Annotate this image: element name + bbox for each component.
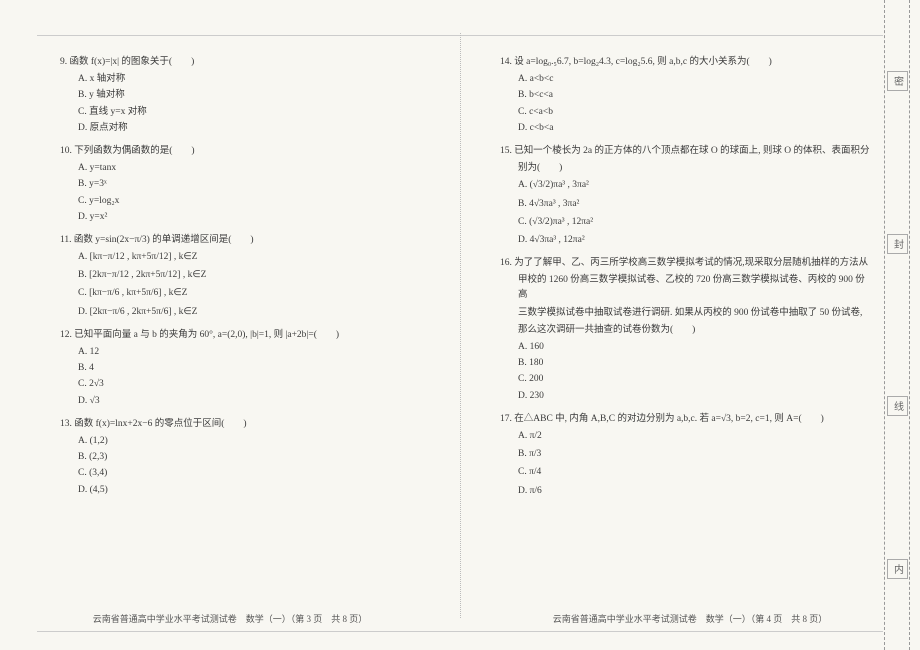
q13: 13. 函数 f(x)=lnx+2x−6 的零点位于区间( ) A. (1,2)…: [60, 417, 430, 498]
q10-b: B. y=3ˣ: [60, 177, 430, 192]
q16-l1: 16. 为了了解甲、乙、丙三所学校高三数学模拟考试的情况,现采取分层随机抽样的方…: [500, 256, 870, 271]
q13-b: B. (2,3): [60, 450, 430, 465]
q14: 14. 设 a=log₀.₅6.7, b=log₂4.3, c=log₂5.6,…: [500, 55, 870, 136]
page-right: 14. 设 a=log₀.₅6.7, b=log₂4.3, c=log₂5.6,…: [460, 0, 920, 650]
q12-c: C. 2√3: [60, 377, 430, 392]
q11-b: B. [2kπ−π/12 , 2kπ+5π/12] , k∈Z: [60, 268, 430, 283]
q9-a: A. x 轴对称: [60, 72, 430, 87]
q17-a: A. π/2: [500, 429, 870, 444]
q11-c: C. [kπ−π/6 , kπ+5π/6] , k∈Z: [60, 286, 430, 301]
q15-d: D. 4√3πa³ , 12πa²: [500, 233, 870, 248]
q17: 17. 在△ABC 中, 内角 A,B,C 的对边分别为 a,b,c. 若 a=…: [500, 412, 870, 499]
bind-char-1: 密: [887, 71, 908, 91]
q11: 11. 函数 y=sin(2x−π/3) 的单调递增区间是( ) A. [kπ−…: [60, 233, 430, 320]
q12: 12. 已知平面向量 a 与 b 的夹角为 60°, a=(2,0), |b|=…: [60, 328, 430, 409]
q16-c: C. 200: [500, 372, 870, 387]
q10: 10. 下列函数为偶函数的是( ) A. y=tanx B. y=3ˣ C. y…: [60, 144, 430, 225]
q16: 16. 为了了解甲、乙、丙三所学校高三数学模拟考试的情况,现采取分层随机抽样的方…: [500, 256, 870, 404]
q14-b: B. b<c<a: [500, 88, 870, 103]
q15-c: C. (√3/2)πa³ , 12πa²: [500, 215, 870, 230]
q12-a: A. 12: [60, 345, 430, 360]
q13-a: A. (1,2): [60, 434, 430, 449]
q9: 9. 函数 f(x)=|x| 的图象关于( ) A. x 轴对称 B. y 轴对…: [60, 55, 430, 136]
q11-a: A. [kπ−π/12 , kπ+5π/12] , k∈Z: [60, 250, 430, 265]
footer-right: 云南省普通高中学业水平考试测试卷 数学（一）（第 4 页 共 8 页）: [460, 612, 920, 625]
q17-b: B. π/3: [500, 447, 870, 462]
q17-stem: 17. 在△ABC 中, 内角 A,B,C 的对边分别为 a,b,c. 若 a=…: [500, 412, 870, 427]
q11-stem: 11. 函数 y=sin(2x−π/3) 的单调递增区间是( ): [60, 233, 430, 248]
q17-c: C. π/4: [500, 465, 870, 480]
binding-strip: 密 封 线 内: [884, 0, 910, 650]
q9-d: D. 原点对称: [60, 121, 430, 136]
q13-d: D. (4,5): [60, 483, 430, 498]
q16-a: A. 160: [500, 340, 870, 355]
q10-d: D. y=x²: [60, 210, 430, 225]
bind-char-3: 线: [887, 396, 908, 416]
q15-stem2: 别为( ): [500, 161, 870, 176]
q15-stem: 15. 已知一个棱长为 2a 的正方体的八个顶点都在球 O 的球面上, 则球 O…: [500, 144, 870, 159]
q12-d: D. √3: [60, 394, 430, 409]
bind-char-2: 封: [887, 234, 908, 254]
q14-c: C. c<a<b: [500, 105, 870, 120]
q9-b: B. y 轴对称: [60, 88, 430, 103]
q9-c: C. 直线 y=x 对称: [60, 105, 430, 120]
q15-a: A. (√3/2)πa³ , 3πa²: [500, 178, 870, 193]
q13-stem: 13. 函数 f(x)=lnx+2x−6 的零点位于区间( ): [60, 417, 430, 432]
q14-d: D. c<b<a: [500, 121, 870, 136]
q14-a: A. a<b<c: [500, 72, 870, 87]
q16-d: D. 230: [500, 389, 870, 404]
q16-b: B. 180: [500, 356, 870, 371]
q12-b: B. 4: [60, 361, 430, 376]
bind-char-4: 内: [887, 559, 908, 579]
q15-b: B. 4√3πa³ , 3πa²: [500, 197, 870, 212]
q17-d: D. π/6: [500, 484, 870, 499]
q10-stem: 10. 下列函数为偶函数的是( ): [60, 144, 430, 159]
q15: 15. 已知一个棱长为 2a 的正方体的八个顶点都在球 O 的球面上, 则球 O…: [500, 144, 870, 248]
q10-a: A. y=tanx: [60, 161, 430, 176]
q16-l2: 甲校的 1260 份高三数学模拟试卷、乙校的 720 份高三数学模拟试卷、丙校的…: [500, 273, 870, 303]
q13-c: C. (3,4): [60, 466, 430, 481]
page-left: 9. 函数 f(x)=|x| 的图象关于( ) A. x 轴对称 B. y 轴对…: [0, 0, 460, 650]
q12-stem: 12. 已知平面向量 a 与 b 的夹角为 60°, a=(2,0), |b|=…: [60, 328, 430, 343]
q10-c: C. y=log₂x: [60, 194, 430, 209]
q11-d: D. [2kπ−π/6 , 2kπ+5π/6] , k∈Z: [60, 305, 430, 320]
q9-stem: 9. 函数 f(x)=|x| 的图象关于( ): [60, 55, 430, 70]
q14-stem: 14. 设 a=log₀.₅6.7, b=log₂4.3, c=log₂5.6,…: [500, 55, 870, 70]
spread: 9. 函数 f(x)=|x| 的图象关于( ) A. x 轴对称 B. y 轴对…: [0, 0, 920, 650]
q16-l3: 三数学模拟试卷中抽取试卷进行调研. 如果从丙校的 900 份试卷中抽取了 50 …: [500, 306, 870, 321]
q16-l4: 那么这次调研一共抽查的试卷份数为( ): [500, 323, 870, 338]
footer-left: 云南省普通高中学业水平考试测试卷 数学（一）（第 3 页 共 8 页）: [0, 612, 460, 625]
